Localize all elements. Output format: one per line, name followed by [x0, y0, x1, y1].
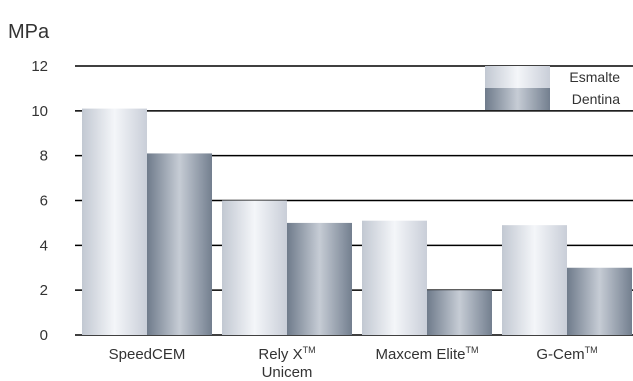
x-category-label: SpeedCEM	[109, 346, 186, 363]
y-tick-label: 0	[40, 327, 48, 344]
bar-dentina-0	[147, 153, 212, 335]
y-tick-label: 2	[40, 282, 48, 299]
legend: Esmalte Dentina	[485, 66, 620, 110]
y-tick-label: 4	[40, 237, 48, 254]
bar-dentina-3	[567, 267, 632, 335]
y-tick-labels: 0 2 4 6 8 10 12	[31, 58, 48, 344]
bar-dentina-1	[287, 222, 352, 335]
bar-esmalte-0	[82, 108, 147, 335]
x-category-label: Rely XTM	[258, 345, 315, 363]
x-category-label: G-CemTM	[536, 345, 597, 363]
y-tick-label: 8	[40, 148, 48, 165]
y-tick-label: 10	[31, 103, 48, 120]
bar-esmalte-2	[362, 220, 427, 335]
bars	[82, 108, 632, 335]
y-tick-label: 12	[31, 58, 48, 75]
legend-swatch-esmalte	[485, 66, 550, 88]
bar-esmalte-3	[502, 225, 567, 335]
x-category-label: Maxcem EliteTM	[375, 345, 478, 363]
x-category-label-line2: Unicem	[262, 364, 313, 381]
legend-swatch-dentina	[485, 88, 550, 110]
y-axis-unit-label: MPa	[8, 21, 50, 43]
bar-dentina-2	[427, 290, 492, 335]
y-tick-label: 6	[40, 193, 48, 210]
legend-label-dentina: Dentina	[572, 91, 620, 107]
bar-esmalte-1	[222, 200, 287, 335]
legend-label-esmalte: Esmalte	[569, 69, 620, 85]
